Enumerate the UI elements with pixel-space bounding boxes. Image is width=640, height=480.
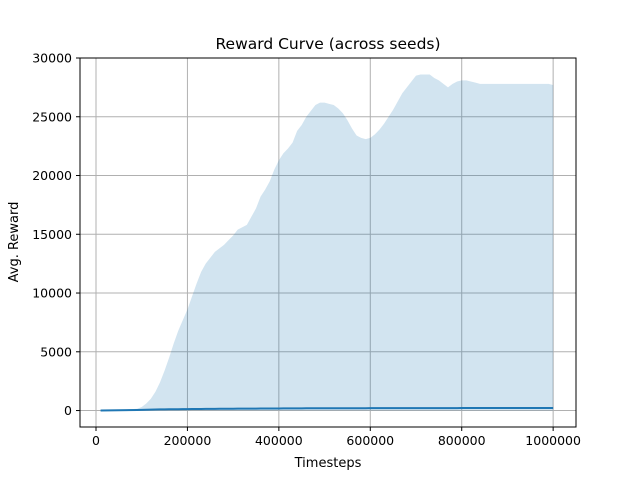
- y-tick-label: 5000: [40, 344, 72, 359]
- confidence-band: [100, 74, 554, 411]
- x-tick-label: 200000: [164, 433, 212, 448]
- y-axis-label: Avg. Reward: [7, 202, 22, 283]
- x-tick-label: 0: [92, 433, 100, 448]
- x-tick-label: 1000000: [525, 433, 581, 448]
- y-tick-label: 20000: [32, 168, 72, 183]
- chart-title: Reward Curve (across seeds): [215, 35, 440, 53]
- x-tick-label: 600000: [346, 433, 394, 448]
- plot-frame: [79, 57, 577, 428]
- confidence-band-layer: [100, 74, 554, 411]
- y-tick-label: 0: [64, 403, 72, 418]
- x-tick-label: 400000: [255, 433, 303, 448]
- x-axis-ticks: 0 200000 400000 600000 800000 1000000: [92, 427, 581, 448]
- y-tick-label: 30000: [32, 51, 72, 66]
- mean-reward-line: [100, 406, 554, 412]
- mean-line-layer: [100, 406, 554, 412]
- y-axis-ticks: 0 5000 10000 15000 20000 25000 30000: [32, 51, 80, 418]
- x-tick-label: 800000: [438, 433, 486, 448]
- y-tick-label: 25000: [32, 109, 72, 124]
- y-tick-label: 15000: [32, 227, 72, 242]
- y-tick-label: 10000: [32, 286, 72, 301]
- x-axis-label: Timesteps: [294, 456, 362, 471]
